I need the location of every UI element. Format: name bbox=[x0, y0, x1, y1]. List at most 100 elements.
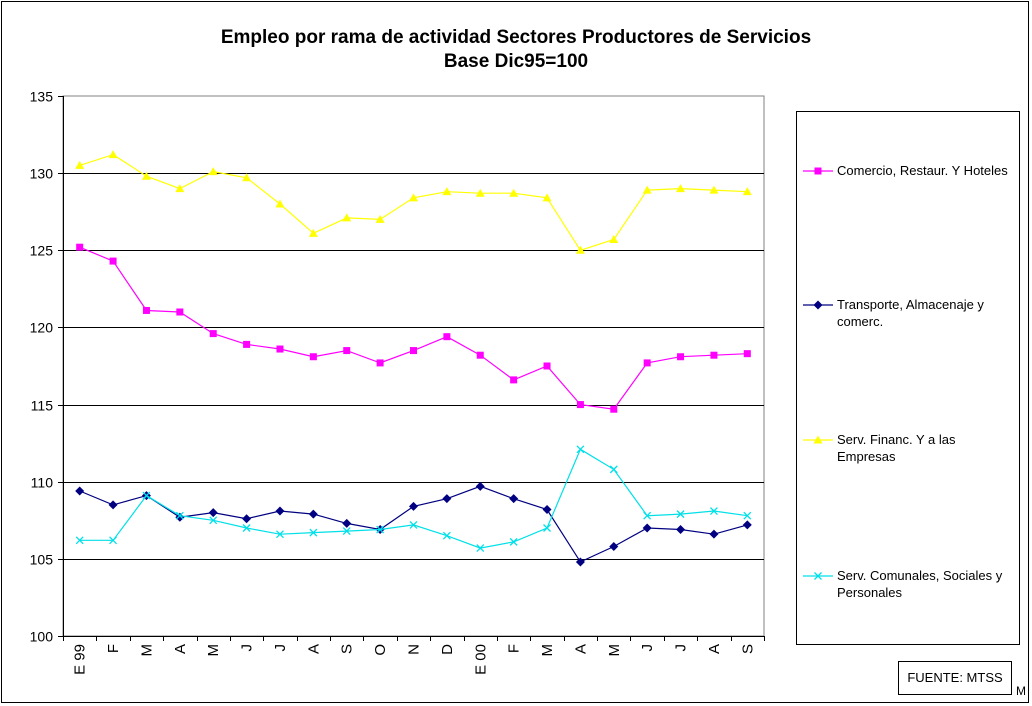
data-point-diamond bbox=[342, 518, 352, 528]
chart-title: Empleo por rama de actividad Sectores Pr… bbox=[220, 27, 812, 48]
data-point-triangle bbox=[141, 171, 151, 180]
y-tick-label: 115 bbox=[31, 398, 54, 414]
data-point-triangle bbox=[208, 167, 218, 176]
data-point-diamond bbox=[409, 501, 418, 511]
data-point-square bbox=[643, 359, 651, 367]
data-point-square bbox=[276, 345, 284, 353]
y-tick-label: 100 bbox=[30, 629, 54, 645]
x-tick-label: J bbox=[673, 644, 690, 652]
x-tick-label: M bbox=[138, 644, 155, 657]
data-point-x bbox=[342, 527, 351, 536]
data-point-square bbox=[309, 353, 317, 361]
data-point-diamond bbox=[813, 300, 823, 310]
chart-title-block: Empleo por rama de actividad Sectores Pr… bbox=[0, 26, 1032, 74]
y-tick-label: 110 bbox=[31, 475, 54, 491]
data-point-x bbox=[75, 536, 84, 545]
data-point-triangle bbox=[676, 184, 686, 193]
data-point-x bbox=[442, 531, 451, 540]
y-tick-label: 135 bbox=[30, 89, 54, 105]
data-point-square bbox=[176, 308, 184, 316]
legend-label: Serv. Financ. Y a las Empresas bbox=[837, 432, 956, 464]
data-point-x bbox=[576, 445, 585, 454]
data-point-square bbox=[443, 333, 451, 341]
data-point-square bbox=[510, 376, 518, 384]
data-point-x bbox=[643, 511, 652, 520]
data-point-triangle bbox=[475, 188, 485, 197]
data-point-triangle bbox=[642, 185, 652, 194]
data-point-triangle bbox=[275, 199, 285, 208]
source-box: FUENTE: MTSS bbox=[898, 661, 1012, 695]
legend-item: Serv. Financ. Y a las Empresas bbox=[797, 431, 1019, 471]
data-point-diamond bbox=[542, 504, 552, 514]
data-point-square bbox=[710, 351, 718, 359]
data-point-square bbox=[543, 362, 551, 370]
data-point-square bbox=[376, 359, 384, 367]
data-point-diamond bbox=[275, 506, 285, 516]
x-tick-label: S bbox=[339, 644, 356, 654]
data-point-diamond bbox=[609, 542, 619, 552]
data-point-x bbox=[409, 520, 418, 529]
data-point-x bbox=[142, 491, 151, 500]
data-point-diamond bbox=[242, 514, 252, 524]
data-point-diamond bbox=[75, 486, 85, 496]
data-point-square bbox=[142, 306, 150, 314]
data-point-triangle bbox=[442, 187, 452, 196]
y-tick-label: 130 bbox=[30, 166, 54, 182]
x-tick-label: A bbox=[706, 644, 723, 654]
data-point-x bbox=[109, 536, 118, 545]
series-1 bbox=[76, 243, 751, 413]
x-tick-label: E 99 bbox=[72, 644, 89, 675]
data-point-triangle bbox=[542, 193, 552, 202]
data-point-square bbox=[576, 401, 584, 409]
data-point-square bbox=[109, 257, 117, 265]
x-tick-label: A bbox=[305, 644, 322, 654]
data-point-square bbox=[343, 347, 351, 355]
data-point-triangle bbox=[609, 234, 619, 243]
data-point-diamond bbox=[676, 525, 686, 535]
data-point-x bbox=[309, 528, 318, 537]
data-point-square bbox=[476, 351, 484, 359]
y-tick-label: 125 bbox=[30, 243, 54, 259]
data-point-diamond bbox=[642, 523, 652, 533]
data-point-triangle bbox=[308, 228, 318, 237]
data-point-x bbox=[242, 524, 251, 532]
data-point-triangle bbox=[75, 160, 85, 169]
legend-item: Comercio, Restaur. Y Hoteles bbox=[797, 162, 1019, 202]
data-point-triangle bbox=[409, 193, 418, 202]
data-point-square bbox=[76, 243, 84, 251]
series-layer bbox=[75, 150, 752, 567]
data-point-square bbox=[677, 353, 685, 361]
data-point-diamond bbox=[509, 494, 519, 504]
data-point-diamond bbox=[475, 481, 485, 491]
data-point-diamond bbox=[308, 509, 318, 519]
chart-subtitle: Base Dic95=100 bbox=[443, 51, 589, 72]
legend-item: Serv. Comunales, Sociales y Personales bbox=[797, 567, 1019, 607]
x-tick-label: J bbox=[272, 644, 289, 652]
data-point-x bbox=[509, 537, 518, 546]
x-tick-label: S bbox=[739, 644, 756, 654]
data-point-x bbox=[209, 516, 218, 525]
legend-swatch bbox=[803, 300, 833, 310]
x-tick-label: F bbox=[105, 644, 122, 653]
legend-label: Serv. Comunales, Sociales y Personales bbox=[837, 568, 1003, 600]
x-tick-label: M bbox=[539, 644, 556, 657]
x-tick-label: A bbox=[172, 644, 189, 654]
data-point-triangle bbox=[575, 245, 585, 254]
x-tick-label: A bbox=[572, 644, 589, 654]
data-point-square bbox=[610, 405, 618, 413]
data-point-square bbox=[814, 167, 822, 175]
x-tick-label: J bbox=[639, 644, 656, 652]
plot-area bbox=[62, 95, 765, 637]
data-point-diamond bbox=[108, 500, 118, 510]
legend-swatch bbox=[803, 435, 833, 444]
series-3 bbox=[75, 150, 752, 254]
series-2 bbox=[75, 481, 752, 567]
data-point-triangle bbox=[742, 187, 752, 196]
data-point-x bbox=[476, 544, 485, 553]
x-tick-label: M bbox=[205, 644, 222, 657]
data-point-x bbox=[609, 465, 618, 474]
y-tick-label: 120 bbox=[30, 320, 54, 336]
data-point-x bbox=[814, 572, 822, 580]
